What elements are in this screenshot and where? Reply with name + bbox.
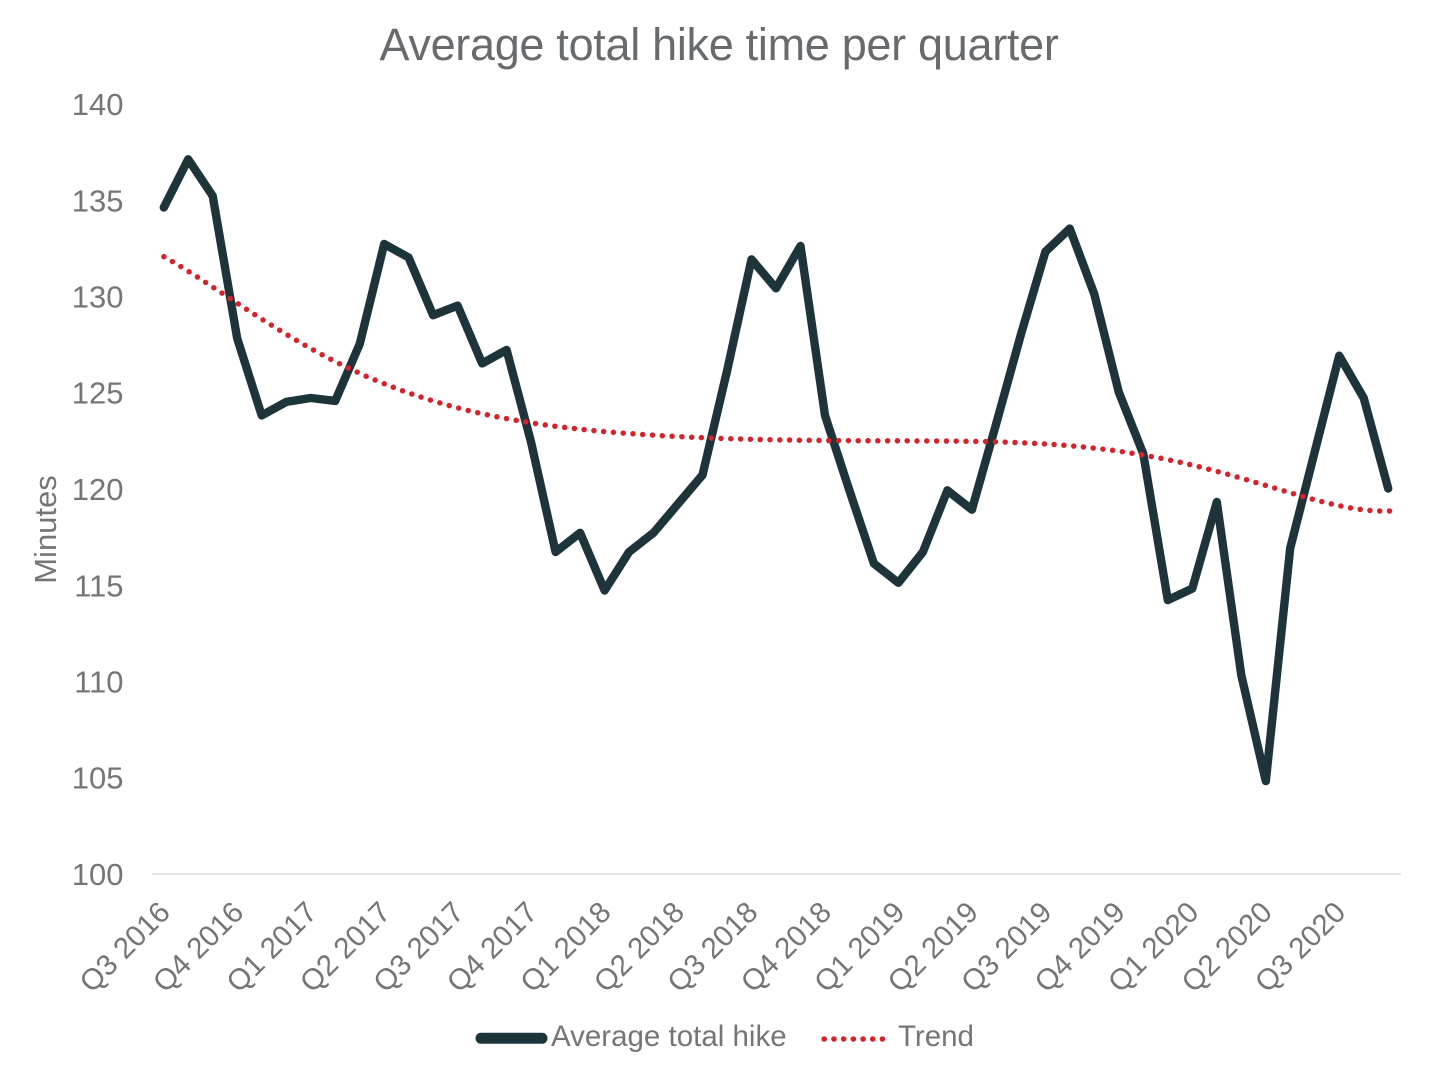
svg-text:Minutes: Minutes <box>28 475 63 584</box>
svg-text:105: 105 <box>72 761 124 796</box>
svg-text:100: 100 <box>72 857 124 892</box>
svg-text:115: 115 <box>74 568 123 603</box>
svg-text:Trend: Trend <box>898 1020 974 1053</box>
svg-text:140: 140 <box>72 87 124 122</box>
svg-text:120: 120 <box>72 472 124 507</box>
svg-text:Average total hike time per qu: Average total hike time per quarter <box>379 19 1058 70</box>
svg-text:Average total hike: Average total hike <box>551 1020 787 1053</box>
svg-text:110: 110 <box>74 665 123 700</box>
svg-text:135: 135 <box>72 183 124 218</box>
svg-text:130: 130 <box>72 280 124 315</box>
svg-text:125: 125 <box>72 376 124 411</box>
